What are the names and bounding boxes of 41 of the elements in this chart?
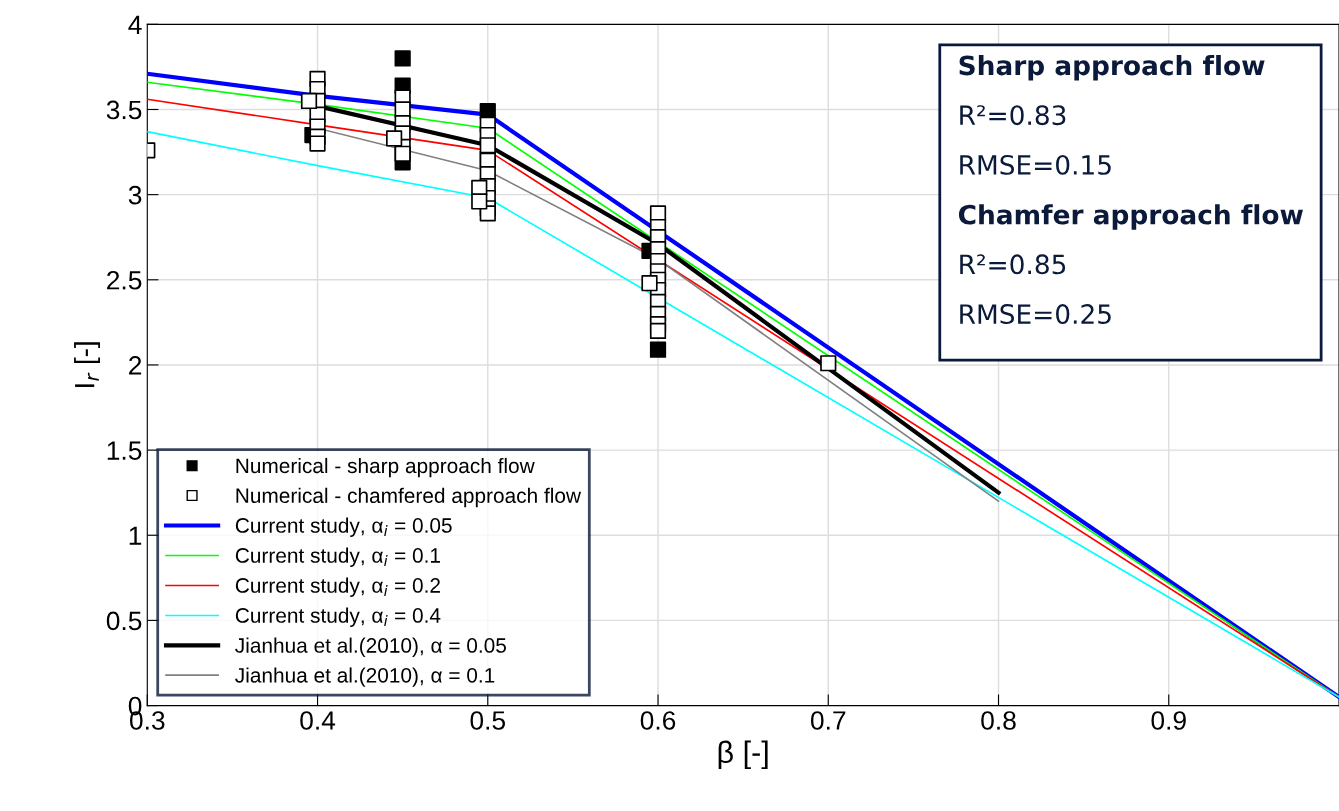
x-tick-label: 0.7: [810, 711, 846, 730]
point: [309, 135, 326, 152]
point: [479, 137, 496, 154]
point: [820, 355, 837, 372]
point: [641, 275, 658, 292]
annotation: R²=0.83: [960, 105, 1066, 126]
y-tick-label: 2.5: [107, 270, 142, 290]
annotation: Sharp approach flow: [959, 54, 1265, 81]
annotation: RMSE=0.15: [960, 154, 1111, 175]
legend-label: Current study, α$_{i}$ = 0.1: [235, 547, 440, 567]
annotation: Chamfer approach flow: [958, 204, 1303, 230]
x-tick-label: 0.6: [640, 711, 676, 730]
x-tick-label: 0.9: [1151, 711, 1186, 730]
y-tick-label: 1.5: [107, 441, 142, 460]
legend-label: Current study, α$_{i}$ = 0.2: [235, 577, 440, 597]
y-tick-label: 0.5: [106, 611, 142, 631]
annotation: RMSE=0.25: [960, 304, 1111, 325]
y-axis-title: I$_{r}$ [-]: [74, 342, 100, 387]
point: [300, 92, 318, 110]
x-tick-label: 0.8: [981, 711, 1016, 730]
point: [394, 145, 411, 162]
legend-label: Numerical - chamfered approach flow: [236, 487, 582, 508]
x-tick-label: 0.4: [300, 711, 336, 730]
annotation: R²=0.85: [960, 254, 1066, 275]
point: [649, 341, 667, 358]
x-axis-title: β [-]: [718, 740, 768, 770]
y-tick-label: 3: [128, 185, 142, 205]
y-tick-label: 2: [129, 356, 142, 375]
legend-label: Current study, α$_{i}$ = 0.05: [235, 517, 452, 537]
point: [649, 322, 667, 340]
legend-label: Numerical - sharp approach flow: [236, 457, 535, 478]
point: [471, 193, 488, 210]
legend-label: Jianhua et al.(2010), α = 0.05: [235, 637, 506, 657]
y-tick-label: 1: [129, 526, 142, 545]
point: [386, 130, 403, 147]
legend-label: Jianhua et al.(2010), α = 0.1: [235, 667, 495, 687]
x-tick-label: 0.5: [470, 711, 506, 730]
y-tick-label: 3.5: [106, 100, 142, 120]
legend-label: Current study, α$_{i}$ = 0.4: [235, 607, 441, 627]
point: [394, 50, 411, 67]
y-tick-label: 4: [128, 15, 142, 34]
